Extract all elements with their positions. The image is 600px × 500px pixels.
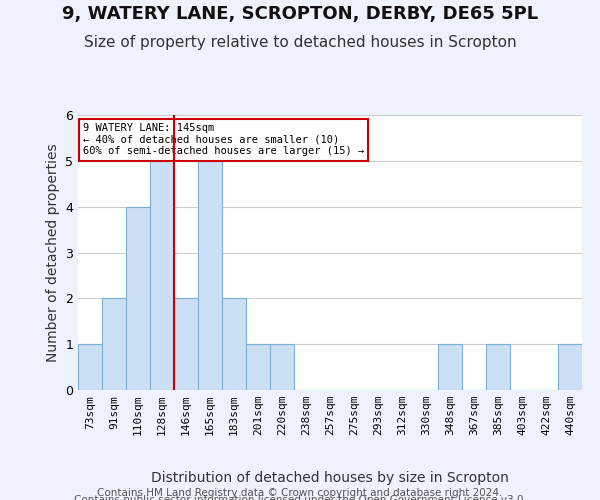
Bar xyxy=(246,344,270,390)
Bar xyxy=(222,298,246,390)
Bar xyxy=(270,344,294,390)
Bar xyxy=(126,206,150,390)
Bar xyxy=(174,298,198,390)
Bar xyxy=(198,161,222,390)
Text: 9, WATERY LANE, SCROPTON, DERBY, DE65 5PL: 9, WATERY LANE, SCROPTON, DERBY, DE65 5P… xyxy=(62,5,538,23)
Text: 9 WATERY LANE: 145sqm
← 40% of detached houses are smaller (10)
60% of semi-deta: 9 WATERY LANE: 145sqm ← 40% of detached … xyxy=(83,123,364,156)
Bar xyxy=(486,344,510,390)
Text: Distribution of detached houses by size in Scropton: Distribution of detached houses by size … xyxy=(151,471,509,485)
Bar xyxy=(438,344,462,390)
Y-axis label: Number of detached properties: Number of detached properties xyxy=(46,143,59,362)
Bar xyxy=(558,344,582,390)
Text: Contains public sector information licensed under the Open Government Licence v3: Contains public sector information licen… xyxy=(74,495,526,500)
Bar xyxy=(102,298,126,390)
Bar xyxy=(78,344,102,390)
Text: Size of property relative to detached houses in Scropton: Size of property relative to detached ho… xyxy=(83,35,517,50)
Text: Contains HM Land Registry data © Crown copyright and database right 2024.: Contains HM Land Registry data © Crown c… xyxy=(97,488,503,498)
Bar xyxy=(150,161,174,390)
